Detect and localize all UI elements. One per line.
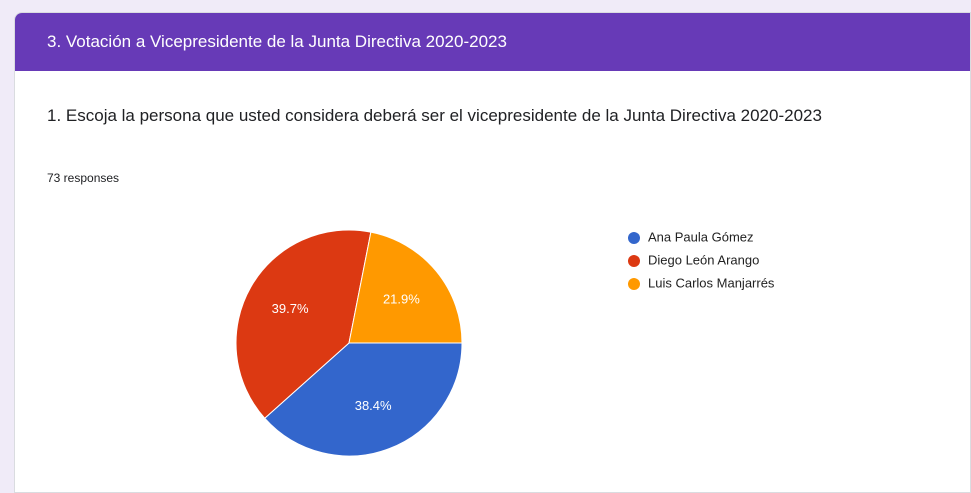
card: 3. Votación a Vicepresidente de la Junta… [14, 12, 971, 493]
legend-label: Diego León Arango [648, 252, 759, 267]
slice-label: 39.7% [272, 301, 309, 316]
legend-label: Ana Paula Gómez [648, 229, 754, 244]
response-count: 73 responses [47, 171, 120, 185]
slice-label: 38.4% [355, 398, 392, 413]
slice-label: 21.9% [383, 291, 420, 306]
legend-swatch [628, 232, 640, 244]
pie-slice [235, 229, 372, 419]
legend-swatch [628, 255, 640, 267]
pie-slice [348, 231, 463, 344]
legend-swatch [628, 278, 640, 290]
pie-slice [264, 342, 463, 457]
question-title: 1. Escoja la persona que usted considera… [47, 106, 822, 125]
legend-label: Luis Carlos Manjarrés [648, 275, 775, 290]
section-header: 3. Votación a Vicepresidente de la Junta… [15, 13, 970, 71]
